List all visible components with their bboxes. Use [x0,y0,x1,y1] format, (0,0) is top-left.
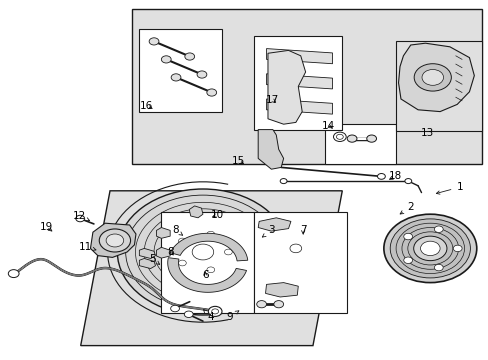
Text: 18: 18 [387,171,401,181]
Bar [161,212,254,313]
Circle shape [336,134,343,139]
Text: 8: 8 [166,247,173,257]
Circle shape [76,215,84,222]
Circle shape [346,135,356,142]
Circle shape [192,244,213,260]
Text: 5: 5 [149,254,159,264]
Polygon shape [167,258,246,292]
Polygon shape [258,130,283,169]
Circle shape [404,179,411,184]
Polygon shape [265,283,298,297]
Text: 15: 15 [231,156,245,166]
Circle shape [333,132,346,141]
Text: 11: 11 [79,242,96,252]
Bar [139,29,222,112]
Text: 14: 14 [321,121,335,131]
Circle shape [421,69,443,85]
Circle shape [433,226,442,233]
Text: 3: 3 [262,225,274,237]
Circle shape [273,301,283,308]
Text: 10: 10 [211,210,224,220]
Polygon shape [398,43,473,112]
Circle shape [181,236,224,268]
Circle shape [197,71,206,78]
Text: 9: 9 [226,311,238,322]
Polygon shape [156,228,170,238]
Circle shape [184,53,194,60]
Polygon shape [266,99,332,114]
Text: 1: 1 [435,182,462,194]
Circle shape [172,230,233,274]
Text: 17: 17 [265,95,279,105]
Text: 12: 12 [72,211,89,221]
Circle shape [206,231,214,237]
Polygon shape [81,191,342,346]
Circle shape [280,179,286,184]
Polygon shape [189,206,203,218]
Circle shape [206,267,214,273]
Circle shape [149,38,159,45]
Circle shape [389,219,469,278]
Circle shape [99,229,130,252]
Bar [132,9,481,164]
Polygon shape [267,50,305,124]
Circle shape [171,74,181,81]
Bar [395,41,481,131]
Polygon shape [266,49,332,64]
Circle shape [403,233,412,240]
Polygon shape [139,258,155,269]
Circle shape [433,264,442,271]
Circle shape [383,214,476,283]
Circle shape [206,89,216,96]
Circle shape [178,238,186,244]
Circle shape [106,234,123,247]
Circle shape [224,249,232,255]
Text: 19: 19 [40,222,53,232]
Circle shape [377,174,385,179]
Text: 16: 16 [140,101,153,111]
Circle shape [8,270,19,278]
Bar [254,36,342,130]
Text: 8: 8 [172,225,183,235]
Circle shape [403,257,412,264]
Circle shape [289,244,301,253]
Bar [325,124,395,164]
Circle shape [420,241,439,256]
Circle shape [366,135,376,142]
Circle shape [184,311,193,318]
Polygon shape [156,247,170,258]
Text: 4: 4 [203,310,213,322]
Polygon shape [90,223,136,257]
Circle shape [413,64,450,91]
Text: 7: 7 [299,225,306,235]
Circle shape [117,189,288,315]
Polygon shape [170,233,247,261]
Circle shape [413,236,446,261]
Polygon shape [266,74,332,89]
Circle shape [452,245,461,252]
Circle shape [170,305,179,312]
Polygon shape [139,248,155,258]
Bar [254,212,346,313]
Circle shape [256,301,266,308]
Circle shape [178,260,186,266]
Text: 13: 13 [420,128,434,138]
Circle shape [161,56,171,63]
Circle shape [211,309,218,314]
Circle shape [208,306,222,316]
Polygon shape [258,218,290,231]
Text: 2: 2 [399,202,413,214]
Text: 6: 6 [202,270,208,280]
